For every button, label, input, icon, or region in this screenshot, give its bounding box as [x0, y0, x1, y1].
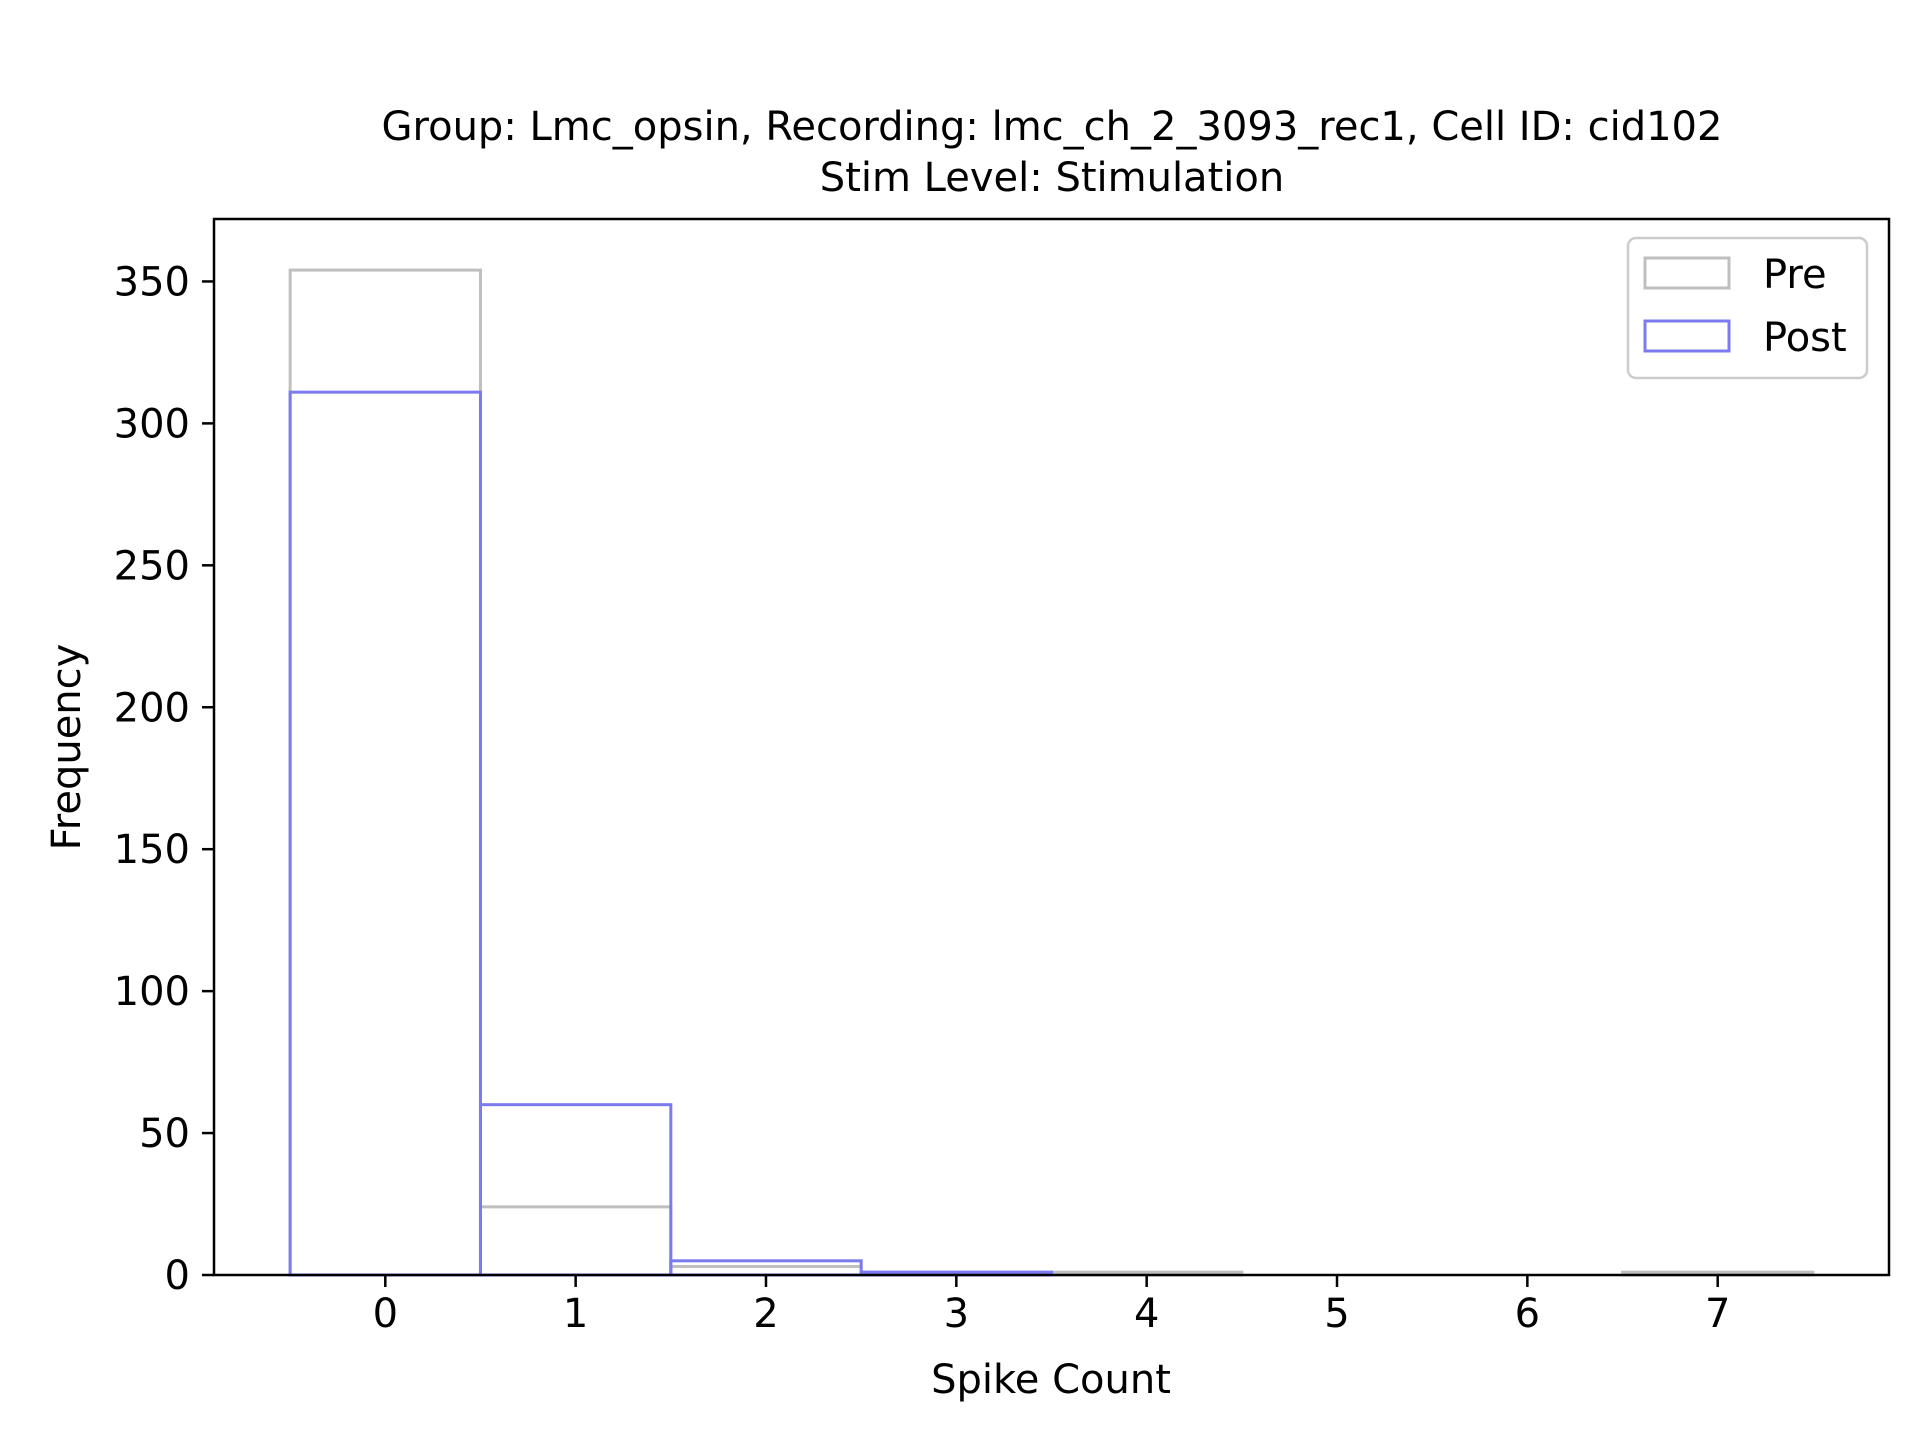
bars-layer	[288, 268, 1815, 1277]
x-tick-label: 7	[1705, 1291, 1730, 1337]
x-tick-label: 5	[1324, 1291, 1349, 1337]
chart-title-line1: Group: Lmc_opsin, Recording: lmc_ch_2_30…	[382, 104, 1723, 150]
x-tick-label: 2	[753, 1291, 778, 1337]
x-tick-label: 4	[1134, 1291, 1159, 1337]
legend-swatch-post	[1643, 319, 1731, 353]
y-axis: 0 50 100 150 200 250 300 350	[114, 259, 214, 1299]
y-tick-label: 200	[114, 685, 190, 731]
bar-pre-1	[478, 1205, 673, 1277]
plot-frame	[212, 217, 1891, 1277]
bar-pre-0	[288, 268, 482, 1277]
x-tick-label: 6	[1515, 1291, 1540, 1337]
y-tick-label: 50	[139, 1111, 190, 1157]
y-axis-label: Frequency	[44, 644, 90, 851]
y-tick-label: 100	[114, 969, 190, 1015]
chart-title-line2: Stim Level: Stimulation	[820, 155, 1284, 201]
y-tick-label: 300	[114, 401, 190, 447]
y-tick-label: 150	[114, 827, 190, 873]
legend-label-pre: Pre	[1763, 252, 1827, 298]
legend-swatch-pre	[1643, 256, 1731, 290]
x-tick-label: 0	[373, 1291, 398, 1337]
bar-post-0	[288, 390, 482, 1277]
x-tick-label: 3	[944, 1291, 969, 1337]
y-tick-label: 0	[165, 1253, 190, 1299]
y-tick-label: 250	[114, 543, 190, 589]
legend: Pre Post	[1626, 236, 1869, 380]
x-axis: 0 1 2 3 4 5 6 7	[373, 1275, 1730, 1337]
x-tick-label: 1	[563, 1291, 588, 1337]
y-tick-label: 350	[114, 259, 190, 305]
legend-label-post: Post	[1763, 315, 1847, 361]
bar-post-1	[478, 1103, 673, 1277]
x-axis-label: Spike Count	[931, 1357, 1171, 1403]
legend-box	[1626, 236, 1869, 380]
